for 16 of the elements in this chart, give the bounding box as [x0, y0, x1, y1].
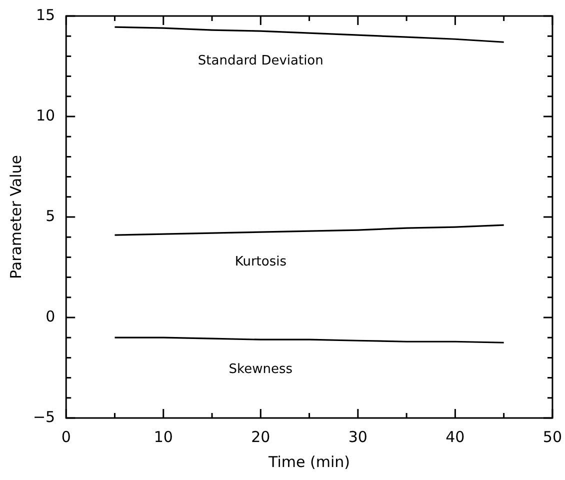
x-tick-label: 0	[61, 428, 71, 446]
x-tick-label: 40	[446, 428, 465, 446]
x-tick-label: 30	[348, 428, 368, 446]
y-tick-label: 10	[36, 106, 56, 124]
y-tick-label: −5	[32, 408, 56, 426]
series-label: Standard Deviation	[198, 53, 324, 68]
x-tick-label: 10	[154, 428, 173, 446]
series-label: Kurtosis	[234, 254, 287, 270]
y-tick-label: 0	[46, 307, 56, 326]
x-tick-label: 50	[542, 428, 562, 446]
x-axis-title: Time (min)	[268, 452, 350, 471]
x-tick-label: 20	[251, 428, 270, 446]
y-axis-title: Parameter Value	[6, 155, 25, 279]
y-tick-label: 15	[36, 6, 56, 24]
y-tick-label: 5	[46, 206, 56, 225]
series-label: Skewness	[228, 362, 293, 377]
